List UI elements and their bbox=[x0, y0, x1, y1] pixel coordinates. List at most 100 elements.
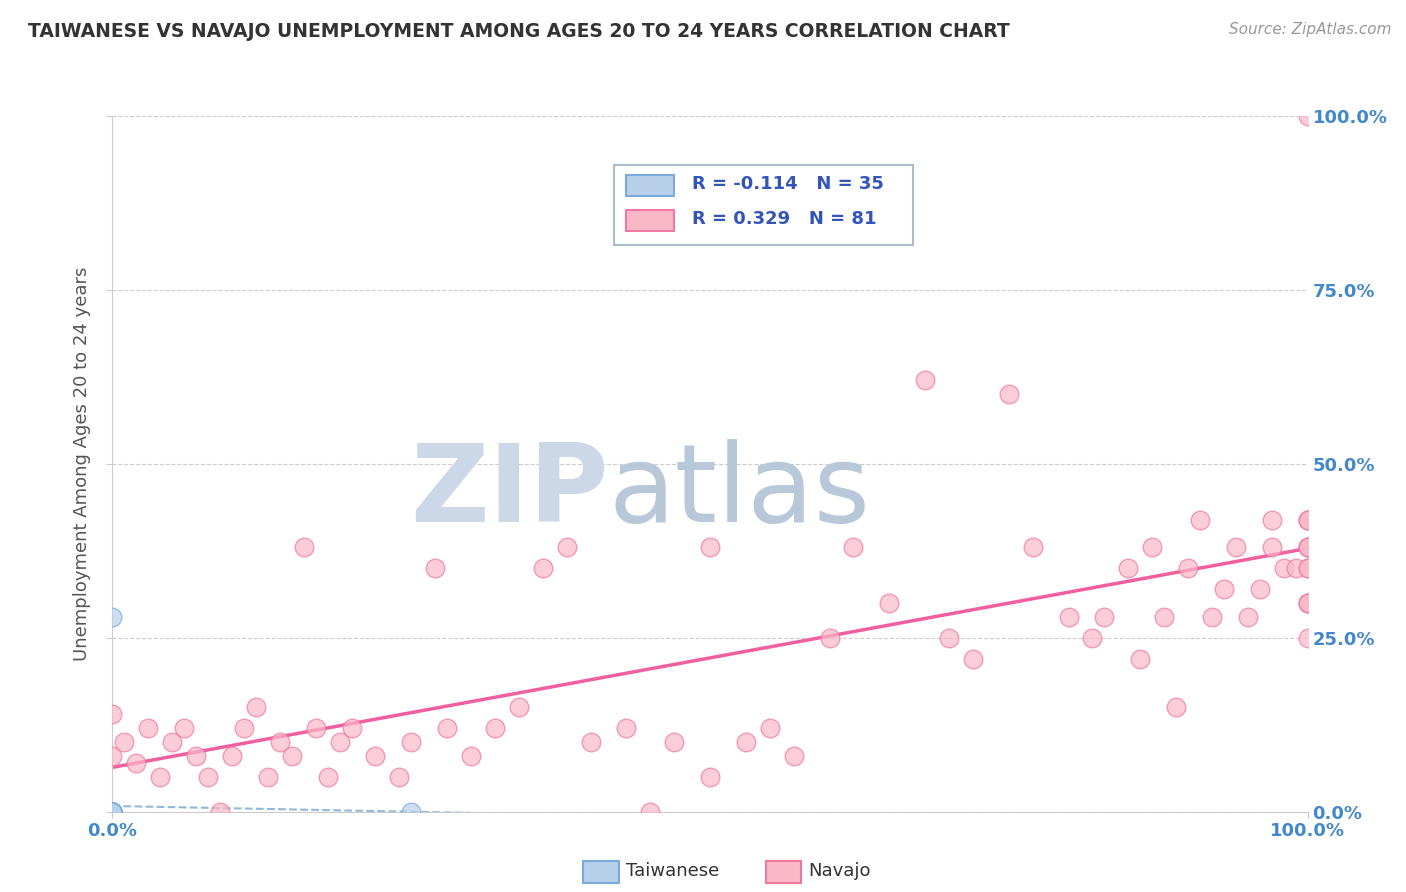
Text: ZIP: ZIP bbox=[411, 439, 609, 545]
Point bbox=[101, 805, 124, 819]
Point bbox=[101, 805, 124, 819]
Bar bbox=[626, 210, 675, 231]
Point bbox=[257, 770, 280, 784]
Point bbox=[699, 770, 721, 784]
Point bbox=[101, 805, 124, 819]
Point bbox=[101, 805, 124, 819]
Point bbox=[1285, 561, 1308, 575]
Point bbox=[1296, 596, 1319, 610]
Point bbox=[101, 805, 124, 819]
Point bbox=[401, 735, 423, 749]
Text: R = 0.329   N = 81: R = 0.329 N = 81 bbox=[692, 210, 876, 228]
Point bbox=[1296, 631, 1319, 645]
Point bbox=[1140, 541, 1163, 555]
Point bbox=[1296, 541, 1319, 555]
Point bbox=[114, 735, 135, 749]
Point bbox=[484, 721, 506, 735]
Point bbox=[316, 770, 339, 784]
Point bbox=[125, 756, 148, 770]
Point bbox=[101, 805, 124, 819]
Point bbox=[101, 805, 124, 819]
Point bbox=[101, 805, 124, 819]
Point bbox=[101, 805, 124, 819]
Point bbox=[877, 596, 900, 610]
Point bbox=[1201, 610, 1223, 624]
Point bbox=[1296, 512, 1319, 526]
Point bbox=[101, 805, 124, 819]
Point bbox=[101, 805, 124, 819]
Point bbox=[1296, 596, 1319, 610]
Point bbox=[101, 805, 124, 819]
Point bbox=[388, 770, 411, 784]
Point bbox=[101, 805, 124, 819]
Point bbox=[232, 721, 256, 735]
Point bbox=[101, 805, 124, 819]
Point bbox=[1296, 541, 1319, 555]
Point bbox=[1153, 610, 1175, 624]
Point bbox=[101, 805, 124, 819]
Point bbox=[1021, 541, 1043, 555]
Point bbox=[914, 373, 936, 387]
Point bbox=[197, 770, 219, 784]
Text: Taiwanese: Taiwanese bbox=[626, 863, 718, 880]
Point bbox=[1260, 541, 1282, 555]
Point bbox=[1296, 109, 1319, 123]
Point bbox=[186, 749, 208, 764]
Point bbox=[1164, 700, 1187, 714]
Point bbox=[292, 541, 315, 555]
Text: Source: ZipAtlas.com: Source: ZipAtlas.com bbox=[1229, 22, 1392, 37]
Point bbox=[101, 805, 124, 819]
Point bbox=[555, 541, 578, 555]
Point bbox=[364, 749, 387, 764]
Point bbox=[101, 610, 124, 624]
Point bbox=[1116, 561, 1139, 575]
Point bbox=[579, 735, 602, 749]
FancyBboxPatch shape bbox=[614, 165, 914, 244]
Point bbox=[281, 749, 304, 764]
Point bbox=[664, 735, 686, 749]
Point bbox=[101, 805, 124, 819]
Point bbox=[173, 721, 195, 735]
Y-axis label: Unemployment Among Ages 20 to 24 years: Unemployment Among Ages 20 to 24 years bbox=[73, 267, 91, 661]
Point bbox=[1225, 541, 1247, 555]
Point bbox=[101, 805, 124, 819]
Text: R = -0.114   N = 35: R = -0.114 N = 35 bbox=[692, 175, 884, 194]
Point bbox=[1296, 512, 1319, 526]
Point bbox=[208, 805, 231, 819]
Point bbox=[938, 631, 960, 645]
Point bbox=[531, 561, 554, 575]
Point bbox=[101, 805, 124, 819]
Point bbox=[101, 805, 124, 819]
Point bbox=[162, 735, 183, 749]
Point bbox=[149, 770, 172, 784]
Point bbox=[101, 805, 124, 819]
Point bbox=[699, 541, 721, 555]
Point bbox=[245, 700, 267, 714]
Point bbox=[998, 387, 1021, 401]
Point bbox=[1249, 582, 1271, 596]
Point bbox=[782, 749, 804, 764]
Point bbox=[1237, 610, 1260, 624]
Point bbox=[638, 805, 662, 819]
Text: atlas: atlas bbox=[609, 439, 870, 545]
Point bbox=[962, 651, 984, 665]
Point bbox=[1212, 582, 1236, 596]
Point bbox=[735, 735, 758, 749]
Point bbox=[818, 631, 841, 645]
Point bbox=[1092, 610, 1115, 624]
Point bbox=[101, 749, 124, 764]
Point bbox=[842, 541, 865, 555]
Point bbox=[1057, 610, 1080, 624]
Point bbox=[1260, 512, 1282, 526]
Point bbox=[221, 749, 243, 764]
Point bbox=[460, 749, 482, 764]
Point bbox=[101, 805, 124, 819]
Point bbox=[101, 805, 124, 819]
Point bbox=[101, 707, 124, 722]
Point bbox=[101, 805, 124, 819]
Point bbox=[101, 805, 124, 819]
Bar bbox=[626, 175, 675, 196]
Point bbox=[1129, 651, 1152, 665]
Point bbox=[508, 700, 530, 714]
Point bbox=[436, 721, 458, 735]
